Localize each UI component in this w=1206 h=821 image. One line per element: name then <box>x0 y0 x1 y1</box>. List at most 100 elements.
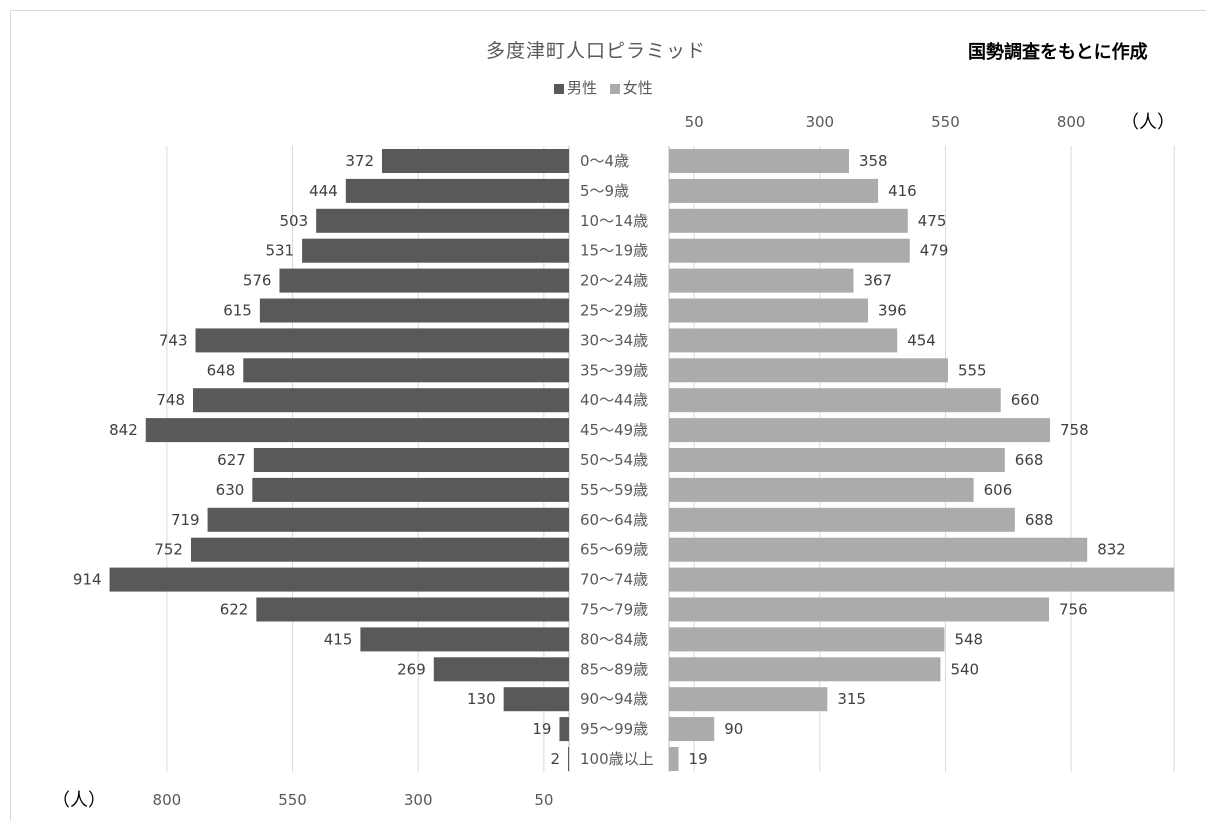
male-data-label: 444 <box>309 182 338 200</box>
female-axis-tick-label: 300 <box>805 113 834 131</box>
male-data-label: 615 <box>223 302 252 320</box>
age-category-label: 30～34歳 <box>580 331 648 349</box>
male-data-label: 627 <box>217 451 246 469</box>
male-data-label: 648 <box>207 361 236 379</box>
age-category-label: 90～94歳 <box>580 690 648 708</box>
female-bar <box>669 657 941 682</box>
male-bar <box>145 418 569 443</box>
age-category-label: 75～79歳 <box>580 601 648 619</box>
female-bar <box>669 208 908 233</box>
male-data-label: 19 <box>532 720 551 738</box>
male-bar <box>207 507 569 532</box>
female-bar <box>669 537 1088 562</box>
female-data-label: 758 <box>1060 421 1089 439</box>
male-data-label: 622 <box>220 601 249 619</box>
male-data-label: 719 <box>171 511 200 529</box>
age-category-label: 45～49歳 <box>580 421 648 439</box>
female-bar <box>669 388 1001 413</box>
age-category-label: 50～54歳 <box>580 451 648 469</box>
female-bar <box>669 717 715 742</box>
male-bar <box>345 178 569 203</box>
female-data-label: 606 <box>984 481 1013 499</box>
female-bar <box>669 567 1175 592</box>
legend-label-male: 男性 <box>567 79 598 97</box>
age-category-label: 85～89歳 <box>580 660 648 678</box>
female-bar <box>669 328 898 353</box>
male-bar <box>109 567 569 592</box>
age-category-label: 70～74歳 <box>580 571 648 589</box>
female-bar <box>669 597 1050 622</box>
female-bar <box>669 507 1015 532</box>
age-category-label: 20～24歳 <box>580 272 648 290</box>
age-category-label: 40～44歳 <box>580 391 648 409</box>
age-category-label: 0～4歳 <box>580 152 629 170</box>
male-bar <box>190 537 569 562</box>
female-data-label: 832 <box>1097 541 1126 559</box>
male-data-label: 748 <box>156 391 185 409</box>
female-data-label: 756 <box>1059 601 1088 619</box>
male-data-label: 743 <box>159 331 188 349</box>
age-category-label: 10～14歳 <box>580 212 648 230</box>
male-bar <box>360 627 569 652</box>
female-data-label: 540 <box>950 660 979 678</box>
chart-frame <box>10 10 1206 821</box>
age-category-label: 60～64歳 <box>580 511 648 529</box>
legend: 男性 女性 <box>554 77 661 98</box>
source-note: 国勢調査をもとに作成 <box>968 42 1148 63</box>
male-axis-tick-label: 50 <box>534 791 553 809</box>
male-axis-tick-label: 800 <box>153 791 182 809</box>
male-bar <box>195 328 569 353</box>
female-bar <box>669 178 879 203</box>
male-bar <box>503 687 569 712</box>
age-category-label: 100歳以上 <box>580 750 654 768</box>
female-data-label: 19 <box>689 750 708 768</box>
female-data-label: 555 <box>958 361 987 379</box>
female-data-label: 367 <box>863 272 892 290</box>
male-bar <box>316 208 569 233</box>
age-category-label: 65～69歳 <box>580 541 648 559</box>
female-data-label: 315 <box>837 690 866 708</box>
age-category-label: 35～39歳 <box>580 361 648 379</box>
female-data-label: 660 <box>1011 391 1040 409</box>
male-bar <box>243 358 569 383</box>
legend-item-male: 男性 <box>554 79 597 97</box>
male-axis-tick-label: 300 <box>404 791 433 809</box>
male-bar <box>559 717 569 742</box>
female-bar <box>669 477 974 502</box>
male-bar <box>302 238 569 263</box>
female-bar <box>669 358 948 383</box>
female-data-label: 358 <box>859 152 888 170</box>
male-bar <box>256 597 569 622</box>
age-category-label: 55～59歳 <box>580 481 648 499</box>
female-data-label: 90 <box>724 720 743 738</box>
male-data-label: 842 <box>109 421 138 439</box>
female-axis-tick-label: 800 <box>1057 113 1086 131</box>
male-bar <box>252 477 569 502</box>
female-bar <box>669 627 945 652</box>
female-axis-unit-label: （人） <box>1121 112 1175 133</box>
male-bar <box>253 448 569 472</box>
age-category-label: 95～99歳 <box>580 720 648 738</box>
male-data-label: 576 <box>243 272 272 290</box>
male-data-label: 269 <box>397 660 426 678</box>
male-data-label: 914 <box>73 571 102 589</box>
female-data-label: 668 <box>1015 451 1044 469</box>
female-bar <box>669 298 869 323</box>
legend-label-female: 女性 <box>622 79 653 97</box>
female-data-label: 396 <box>878 302 907 320</box>
male-axis-tick-label: 550 <box>278 791 307 809</box>
male-data-label: 630 <box>216 481 245 499</box>
female-bar <box>669 149 849 173</box>
female-data-label: 416 <box>888 182 917 200</box>
male-bar <box>382 149 569 173</box>
female-bar <box>669 448 1005 472</box>
female-bar <box>669 418 1051 443</box>
male-data-label: 130 <box>467 690 496 708</box>
male-data-label: 2 <box>550 750 560 768</box>
male-data-label: 503 <box>280 212 309 230</box>
female-data-label: 688 <box>1025 511 1054 529</box>
age-category-label: 25～29歳 <box>580 302 648 320</box>
female-data-label: 548 <box>954 630 983 648</box>
chart-title: 多度津町人口ピラミッド <box>486 40 707 62</box>
